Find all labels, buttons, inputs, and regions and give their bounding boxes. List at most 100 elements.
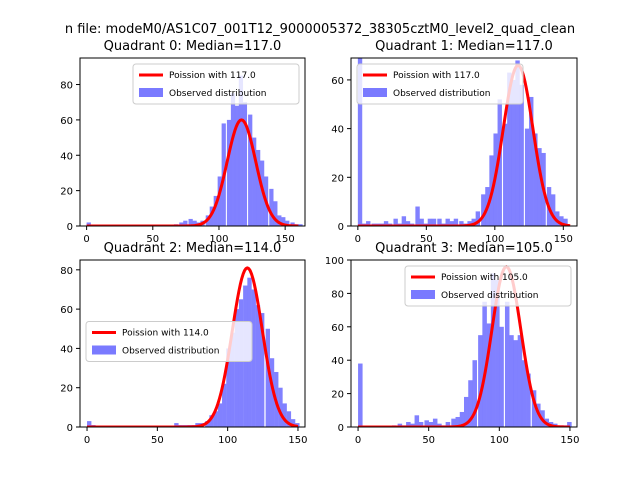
- histogram-bar: [255, 305, 261, 427]
- histogram-bar: [410, 423, 415, 427]
- histogram-bar: [537, 148, 542, 226]
- histogram-bar: [273, 201, 278, 226]
- histogram-bar: [269, 188, 274, 226]
- chart-panel-0: 0 50 100 150 0 20 40 60 80 Quadrant 0: Median=117…: [60, 39, 306, 245]
- histogram-bar: [393, 218, 398, 226]
- histogram-bar: [290, 222, 295, 226]
- x-tick-label: 150: [276, 234, 295, 245]
- legend: Poission with 117.0 Observed distribution: [356, 63, 524, 105]
- histogram-bar: [230, 332, 235, 427]
- y-tick-label: 0: [338, 222, 344, 233]
- histogram-bar: [217, 403, 223, 427]
- chart-title: Quadrant 1: Median=117.0: [375, 39, 553, 54]
- histogram-bar: [428, 421, 434, 427]
- histogram-bar: [256, 149, 261, 226]
- y-tick-label: 20: [60, 187, 73, 198]
- histogram-bar: [183, 220, 188, 226]
- y-tick-label: 60: [331, 323, 344, 334]
- histogram-bar: [383, 221, 389, 226]
- legend: Poission with 114.0 Observed distribution: [85, 321, 253, 362]
- histogram-bar: [497, 99, 502, 226]
- chart-panel-1: 0 50 100 150 0 20 40 60 Quadrant 1: Median=117.0…: [331, 39, 578, 245]
- x-tick-label: 150: [560, 435, 579, 446]
- histogram-bar: [526, 373, 531, 427]
- histogram-bar: [290, 419, 296, 427]
- histogram-bar: [507, 72, 512, 226]
- histogram-bar: [401, 216, 407, 226]
- histogram-bar: [513, 340, 518, 427]
- histogram-bar: [260, 313, 265, 427]
- histogram-bar: [503, 123, 508, 226]
- histogram-bar: [481, 194, 486, 226]
- x-tick-label: 50: [146, 234, 159, 245]
- histogram-bar: [521, 360, 527, 427]
- figure-suptitle: n file: modeM0/AS1C07_001T12_9000005372_…: [65, 22, 575, 37]
- histogram-bar: [192, 220, 197, 226]
- histogram-bar: [415, 206, 420, 226]
- histogram-bar: [563, 218, 568, 226]
- histogram-bar: [524, 128, 530, 226]
- histogram-bar: [517, 335, 523, 427]
- legend-box: [132, 63, 300, 105]
- histogram-bar: [453, 218, 459, 226]
- x-tick-label: 50: [151, 435, 164, 446]
- histogram-bar: [499, 326, 504, 427]
- histogram-bar: [234, 105, 240, 226]
- histogram-bar: [238, 299, 244, 427]
- y-tick-label: 80: [60, 266, 73, 277]
- histogram-bar: [213, 411, 218, 427]
- y-tick-label: 40: [60, 344, 73, 355]
- histogram-bar: [424, 420, 429, 427]
- histogram-bar: [358, 363, 363, 427]
- y-tick-label: 0: [338, 423, 344, 434]
- chart-panel-3: 0 50 100 150 0 20 40 60 80 100 Quadrant 3: Median=…: [325, 241, 580, 446]
- legend-label-observed: Observed distribution: [393, 89, 490, 99]
- histogram-bar: [437, 423, 442, 427]
- histogram-bar: [451, 418, 456, 427]
- histogram-bar: [217, 176, 222, 226]
- histogram-bar: [529, 96, 534, 226]
- histogram-bar: [432, 418, 438, 427]
- histogram-bar: [213, 195, 218, 226]
- y-tick-label: 60: [331, 76, 344, 87]
- histogram-bar: [482, 301, 487, 427]
- histogram-bar: [405, 221, 411, 226]
- histogram-bar: [459, 411, 465, 427]
- x-tick-label: 50: [422, 435, 435, 446]
- y-tick-label: 100: [325, 256, 344, 267]
- histogram-bar: [226, 348, 231, 427]
- histogram-bar: [431, 218, 437, 226]
- legend-bar-swatch: [411, 290, 435, 299]
- histogram-bar: [222, 383, 227, 427]
- histogram-bar: [230, 93, 236, 226]
- legend-label-poisson: Poission with 117.0: [393, 71, 480, 81]
- histogram-bar: [515, 60, 520, 226]
- axes-frame: [350, 259, 578, 428]
- chart-panels: 0 50 100 150 0 20 40 60 80 Quadrant 0: Median=117…: [60, 39, 580, 446]
- y-tick-label: 0: [67, 222, 73, 233]
- legend-bar-swatch: [363, 88, 387, 97]
- x-tick-label: 0: [355, 234, 361, 245]
- histogram-bar: [519, 84, 524, 226]
- x-tick-label: 0: [84, 435, 90, 446]
- histogram-bar: [281, 217, 286, 226]
- histogram-bar: [449, 221, 455, 226]
- histogram-bar: [357, 58, 363, 226]
- histogram-bar: [550, 194, 556, 226]
- x-tick-label: 0: [355, 435, 361, 446]
- x-tick-label: 100: [490, 435, 509, 446]
- histogram-bar: [406, 421, 411, 427]
- histogram-bar: [475, 211, 481, 226]
- histogram-bar: [490, 273, 496, 427]
- histogram-bar: [188, 218, 193, 226]
- histogram-bar: [468, 380, 473, 427]
- legend-label-poisson: Poission with 105.0: [441, 273, 528, 283]
- histogram-bar: [472, 360, 477, 427]
- histogram-bar: [298, 224, 303, 226]
- legend-bar-swatch: [139, 88, 163, 97]
- y-tick-label: 60: [60, 116, 73, 127]
- x-tick-label: 100: [209, 234, 228, 245]
- legend-bar-swatch: [92, 345, 116, 355]
- legend-label-observed: Observed distribution: [122, 347, 219, 357]
- histogram-bar: [467, 221, 472, 226]
